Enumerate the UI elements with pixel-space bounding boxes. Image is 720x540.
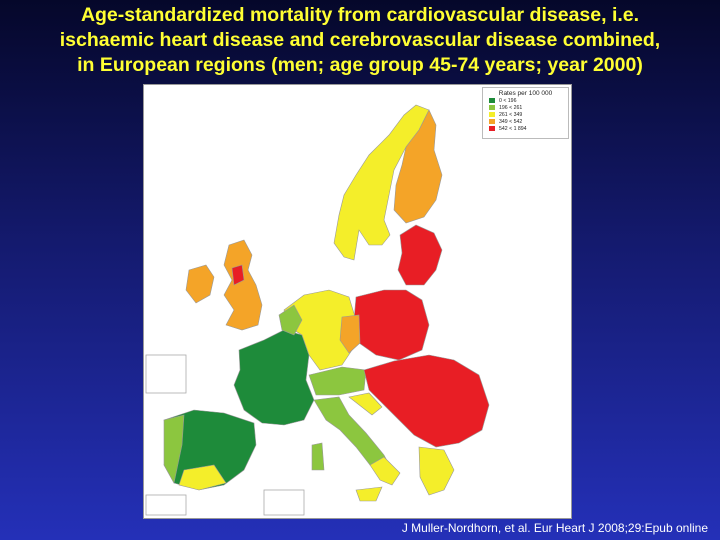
citation: J Muller-Nordhorn, et al. Eur Heart J 20… — [401, 521, 708, 535]
legend-item: 0 < 196 — [489, 97, 568, 104]
region-balkans — [363, 354, 490, 448]
map-legend: Rates per 100 000 0 < 196 196 < 261 261 … — [482, 87, 569, 139]
legend-item: 196 < 261 — [489, 104, 568, 111]
region-czech — [339, 314, 361, 354]
legend-label: 196 < 261 — [499, 104, 523, 111]
inset-box-2 — [145, 494, 187, 516]
legend-item: 542 < 1 894 — [489, 125, 568, 132]
inset-box-3 — [263, 489, 305, 516]
region-scandinavia — [333, 104, 430, 261]
title-line-1: Age-standardized mortality from cardiova… — [80, 4, 640, 26]
map-canvas — [145, 104, 490, 516]
legend-item: 261 < 349 — [489, 111, 568, 118]
legend-item: 349 < 542 — [489, 118, 568, 125]
region-germany — [283, 289, 357, 371]
region-benelux — [278, 304, 303, 336]
region-france — [233, 329, 315, 426]
region-sicily — [355, 486, 383, 502]
title-line-3: in European regions (men; age group 45-7… — [77, 54, 643, 76]
region-italy-south — [369, 456, 401, 486]
legend-swatch — [489, 105, 495, 110]
legend-swatch — [489, 112, 495, 117]
region-iberia-edge — [163, 414, 185, 484]
legend-title: Rates per 100 000 — [498, 90, 553, 97]
region-baltic — [397, 224, 443, 286]
legend-label: 349 < 542 — [499, 118, 523, 125]
region-croatia — [348, 392, 383, 416]
slide-title: Age-standardized mortality from cardiova… — [8, 3, 712, 78]
legend-swatch — [489, 119, 495, 124]
legend-swatch — [489, 126, 495, 131]
legend-label: 261 < 349 — [499, 111, 523, 118]
title-line-2: ischaemic heart disease and cerebrovascu… — [59, 29, 661, 51]
inset-box-1 — [145, 354, 187, 394]
region-sardinia — [311, 442, 325, 471]
region-iberia-south — [178, 464, 227, 491]
region-finland — [393, 109, 443, 224]
region-alps — [308, 366, 367, 396]
region-uk — [223, 239, 263, 331]
region-greece — [418, 446, 455, 496]
europe-map: Rates per 100 000 0 < 196 196 < 261 261 … — [143, 84, 572, 519]
region-ireland — [185, 264, 215, 304]
region-scotland-west — [231, 264, 245, 286]
legend-label: 542 < 1 894 — [499, 125, 527, 132]
legend-swatch — [489, 98, 495, 103]
region-poland — [353, 289, 430, 361]
legend-label: 0 < 196 — [499, 97, 517, 104]
